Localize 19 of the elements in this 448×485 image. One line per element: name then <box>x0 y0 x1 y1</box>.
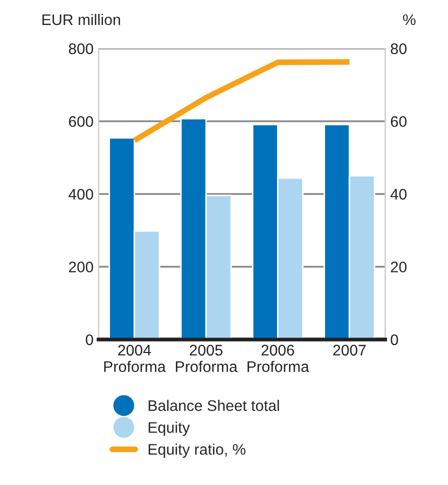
y2-tick-label: 80 <box>390 43 407 54</box>
y-tick-label: 0 <box>86 334 94 346</box>
y-tick-label: 400 <box>68 188 94 200</box>
y2-tick-label: 60 <box>390 116 407 127</box>
y2-tick-label: 40 <box>390 188 407 200</box>
legend-label: Balance Sheet total <box>148 400 279 412</box>
x-tick-label: 2007 <box>333 344 366 356</box>
y-tick-label: 600 <box>68 116 94 127</box>
legend-label: Equity ratio, % <box>148 444 246 458</box>
x-tick-label: 2004 Proforma <box>104 344 166 372</box>
y2-axis-title: % <box>403 14 416 26</box>
y2-tick-label: 0 <box>390 334 398 346</box>
y-axis-title: EUR million <box>42 14 120 26</box>
x-tick-label: 2005 Proforma <box>176 344 238 372</box>
y2-tick-label: 20 <box>390 262 407 272</box>
y-tick-label: 800 <box>68 43 94 54</box>
x-tick-label: 2006 Proforma <box>248 344 310 372</box>
legend-label: Equity <box>148 422 190 436</box>
y-tick-label: 200 <box>68 262 94 272</box>
